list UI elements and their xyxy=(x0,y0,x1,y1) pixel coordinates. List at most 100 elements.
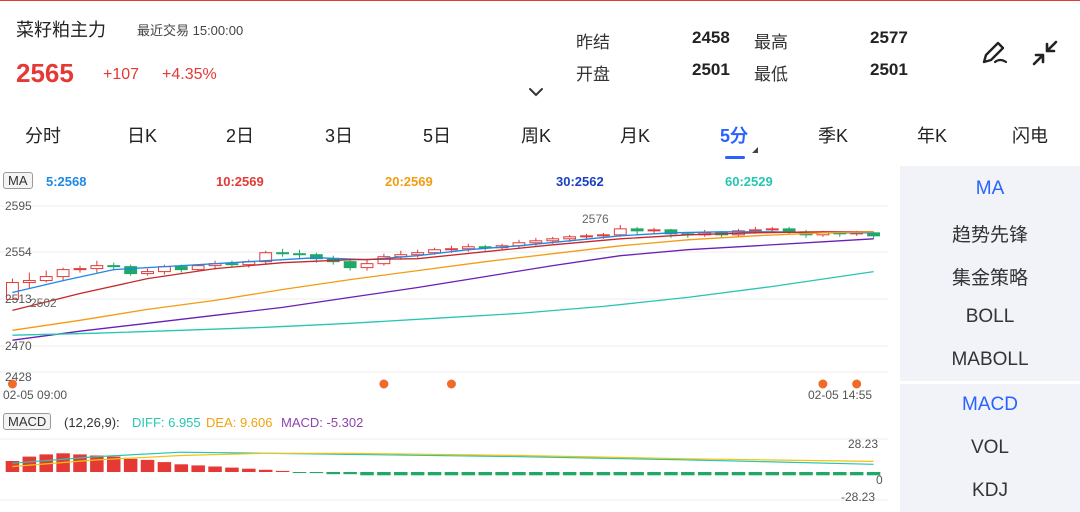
macd-bar xyxy=(410,472,425,476)
indicator-macd[interactable]: MACD xyxy=(962,394,1018,415)
macd-params: (12,26,9): xyxy=(64,415,120,430)
macd-bar xyxy=(292,472,307,473)
candle xyxy=(428,249,441,254)
period-tabs: 分时 日K 2日 3日 5日 周K 月K 5分 季K 年K 闪电 xyxy=(0,122,1080,160)
macd-bar xyxy=(258,469,273,472)
macd-bar xyxy=(613,472,628,476)
tab-quarterly[interactable]: 季K xyxy=(817,126,848,146)
chevron-down-icon[interactable] xyxy=(528,86,544,98)
time-axis-end: 02-05 14:55 xyxy=(808,388,873,402)
indicator-maboll[interactable]: MABOLL xyxy=(951,349,1029,370)
macd-bar xyxy=(833,472,847,476)
macd-dea: DEA: 9.606 xyxy=(206,415,273,430)
quote-label-prev-settle: 昨结 xyxy=(576,33,610,52)
indicator-vol[interactable]: VOL xyxy=(970,437,1010,458)
candle xyxy=(748,229,762,232)
sub-indicator-panel: MACD VOL KDJ xyxy=(900,384,1080,512)
candle xyxy=(141,271,154,275)
macd-bar xyxy=(647,472,661,476)
low-annotation: 2502 xyxy=(30,296,57,310)
candle xyxy=(276,252,290,255)
ma60-value: 60:2529 xyxy=(725,174,773,189)
macd-bar xyxy=(816,472,830,476)
collapse-arrows-icon[interactable] xyxy=(1028,36,1062,70)
price-axis-label-2: 2554 xyxy=(5,245,32,259)
candle xyxy=(259,252,273,263)
ma-chip[interactable]: MA xyxy=(3,172,33,189)
indicator-ma[interactable]: MA xyxy=(975,178,1005,199)
macd-bar xyxy=(174,464,189,472)
macd-bar xyxy=(377,472,391,476)
tab-5day[interactable]: 5日 xyxy=(422,126,451,146)
macd-bar xyxy=(596,472,611,476)
tab-weekly[interactable]: 周K xyxy=(520,126,551,146)
macd-bar xyxy=(799,472,813,476)
ma30-line xyxy=(12,238,874,341)
candle xyxy=(563,236,577,240)
macd-bar xyxy=(731,472,746,476)
ma10-value: 10:2569 xyxy=(216,174,264,189)
candle xyxy=(293,253,306,256)
quote-value-prev-settle: 2458 xyxy=(692,28,730,47)
candle xyxy=(546,238,560,242)
macd-bar xyxy=(697,472,712,476)
macd-chart[interactable] xyxy=(0,434,900,504)
macd-bar xyxy=(427,472,442,476)
tab-2day[interactable]: 2日 xyxy=(225,126,254,146)
macd-bar xyxy=(360,472,374,476)
top-accent-line xyxy=(0,0,1080,1)
candle xyxy=(580,235,593,238)
tab-5min[interactable]: 5分 xyxy=(719,126,748,146)
macd-diff: DIFF: 6.955 xyxy=(132,415,201,430)
macd-bar xyxy=(444,472,459,476)
last-price: 2565 xyxy=(16,58,74,88)
pen-icon[interactable] xyxy=(976,36,1010,70)
indicator-trend-pioneer[interactable]: 趋势先锋 xyxy=(951,225,1028,246)
candle xyxy=(73,268,87,271)
candlestick-chart[interactable] xyxy=(0,192,900,404)
candle xyxy=(647,229,661,232)
period-dropdown-icon[interactable] xyxy=(752,147,758,153)
macd-bar xyxy=(208,466,222,472)
macd-bar xyxy=(545,472,560,476)
tab-3day[interactable]: 3日 xyxy=(324,126,353,146)
macd-bar xyxy=(140,459,155,472)
macd-bar xyxy=(495,472,509,476)
candle xyxy=(124,266,138,275)
candle xyxy=(22,280,36,284)
macd-axis-zero: 0 xyxy=(876,473,883,487)
macd-bar xyxy=(90,455,104,472)
candle xyxy=(39,276,53,282)
signal-dot xyxy=(818,379,828,389)
macd-bar xyxy=(681,472,695,476)
signal-dot xyxy=(446,379,456,389)
indicator-fund-strategy[interactable]: 集金策略 xyxy=(951,268,1028,289)
candle xyxy=(461,246,475,250)
macd-bar xyxy=(748,472,763,476)
tab-yearly[interactable]: 年K xyxy=(916,126,947,146)
indicator-boll[interactable]: BOLL xyxy=(965,306,1015,327)
macd-bar xyxy=(309,472,324,474)
macd-bar xyxy=(22,456,37,472)
macd-bar xyxy=(478,472,492,476)
quote-label-high: 最高 xyxy=(754,33,788,52)
tab-flash[interactable]: 闪电 xyxy=(1012,126,1048,146)
candle xyxy=(309,254,323,260)
tab-fenshi[interactable]: 分时 xyxy=(25,126,61,146)
quote-value-low: 2501 xyxy=(870,60,908,79)
indicator-kdj[interactable]: KDJ xyxy=(972,480,1008,501)
candle xyxy=(377,256,391,265)
macd-chip[interactable]: MACD xyxy=(3,413,52,430)
macd-axis-top: 28.23 xyxy=(848,437,879,451)
tab-monthly[interactable]: 月K xyxy=(619,126,650,146)
macd-bar xyxy=(326,472,341,475)
price-axis-label-4: 2470 xyxy=(5,339,32,353)
macd-bar xyxy=(191,465,205,472)
macd-bar xyxy=(73,454,87,472)
macd-bar xyxy=(664,472,678,476)
tab-daily[interactable]: 日K xyxy=(126,126,157,146)
quote-value-high: 2577 xyxy=(870,28,908,47)
candle xyxy=(445,248,458,251)
candle xyxy=(191,265,205,271)
macd-bar xyxy=(461,472,476,476)
